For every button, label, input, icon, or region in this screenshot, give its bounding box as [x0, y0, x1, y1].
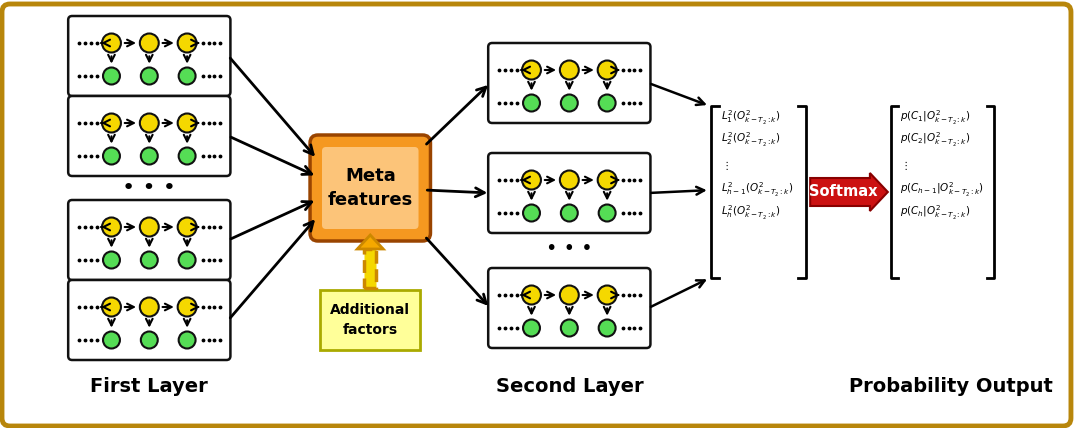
Circle shape: [561, 95, 578, 112]
FancyBboxPatch shape: [488, 268, 650, 348]
Circle shape: [102, 33, 121, 53]
Text: $\vdots$: $\vdots$: [720, 160, 728, 172]
Circle shape: [597, 170, 617, 190]
Text: features: features: [327, 191, 413, 209]
Circle shape: [140, 332, 158, 348]
Circle shape: [140, 148, 158, 164]
Circle shape: [103, 68, 120, 84]
FancyBboxPatch shape: [321, 290, 420, 350]
Text: $L_2^2(O_{k-T_2:k}^2)$: $L_2^2(O_{k-T_2:k}^2)$: [720, 131, 780, 149]
Circle shape: [559, 285, 579, 304]
FancyBboxPatch shape: [2, 4, 1071, 426]
FancyBboxPatch shape: [68, 16, 230, 96]
Circle shape: [561, 205, 578, 222]
FancyBboxPatch shape: [322, 147, 419, 229]
Text: $p(C_1|O_{k-T_2:k}^2)$: $p(C_1|O_{k-T_2:k}^2)$: [900, 109, 970, 127]
Text: $L_{h-1}^2(O_{k-T_2:k}^2)$: $L_{h-1}^2(O_{k-T_2:k}^2)$: [720, 181, 793, 199]
Circle shape: [103, 148, 120, 164]
Circle shape: [178, 297, 197, 316]
Circle shape: [102, 217, 121, 237]
FancyBboxPatch shape: [488, 43, 650, 123]
FancyArrow shape: [357, 235, 383, 249]
Circle shape: [139, 217, 159, 237]
Circle shape: [522, 170, 541, 190]
Text: $p(C_h|O_{k-T_2:k}^2)$: $p(C_h|O_{k-T_2:k}^2)$: [900, 204, 970, 222]
Circle shape: [178, 68, 195, 84]
Circle shape: [559, 170, 579, 190]
Circle shape: [102, 113, 121, 133]
FancyArrow shape: [810, 173, 888, 211]
Circle shape: [522, 285, 541, 304]
Circle shape: [139, 297, 159, 316]
Text: • • •: • • •: [122, 178, 176, 198]
Bar: [364, 249, 376, 288]
Circle shape: [103, 332, 120, 348]
Text: $L_h^2(O_{k-T_2:k}^2)$: $L_h^2(O_{k-T_2:k}^2)$: [720, 204, 780, 222]
Circle shape: [523, 205, 540, 222]
Circle shape: [178, 332, 195, 348]
Circle shape: [523, 319, 540, 336]
Circle shape: [178, 217, 197, 237]
FancyBboxPatch shape: [68, 200, 230, 280]
Circle shape: [598, 319, 616, 336]
Circle shape: [523, 95, 540, 112]
Text: Softmax: Softmax: [809, 184, 877, 199]
Circle shape: [102, 297, 121, 316]
Circle shape: [178, 113, 197, 133]
Circle shape: [522, 60, 541, 80]
FancyBboxPatch shape: [68, 96, 230, 176]
Text: First Layer: First Layer: [91, 377, 208, 395]
Text: Meta: Meta: [345, 167, 395, 185]
Circle shape: [178, 33, 197, 53]
Circle shape: [597, 60, 617, 80]
Circle shape: [559, 60, 579, 80]
Circle shape: [103, 252, 120, 268]
Text: Additional: Additional: [330, 303, 410, 317]
Circle shape: [139, 113, 159, 133]
Text: factors: factors: [342, 323, 397, 337]
FancyBboxPatch shape: [310, 135, 431, 241]
Text: $p(C_2|O_{k-T_2:k}^2)$: $p(C_2|O_{k-T_2:k}^2)$: [900, 131, 970, 149]
Circle shape: [598, 95, 616, 112]
Circle shape: [140, 68, 158, 84]
Text: $L_1^2(O_{k-T_2:k}^2)$: $L_1^2(O_{k-T_2:k}^2)$: [720, 109, 780, 127]
FancyBboxPatch shape: [68, 280, 230, 360]
Text: Probability Output: Probability Output: [849, 377, 1053, 395]
Text: • • •: • • •: [546, 238, 593, 258]
Circle shape: [598, 205, 616, 222]
Circle shape: [561, 319, 578, 336]
Text: Second Layer: Second Layer: [496, 377, 643, 395]
Circle shape: [139, 33, 159, 53]
Circle shape: [178, 148, 195, 164]
Circle shape: [178, 252, 195, 268]
FancyBboxPatch shape: [488, 153, 650, 233]
Text: $\vdots$: $\vdots$: [900, 160, 907, 172]
Circle shape: [597, 285, 617, 304]
Circle shape: [140, 252, 158, 268]
Text: $p(C_{h-1}|O_{k-T_2:k}^2)$: $p(C_{h-1}|O_{k-T_2:k}^2)$: [900, 181, 984, 199]
